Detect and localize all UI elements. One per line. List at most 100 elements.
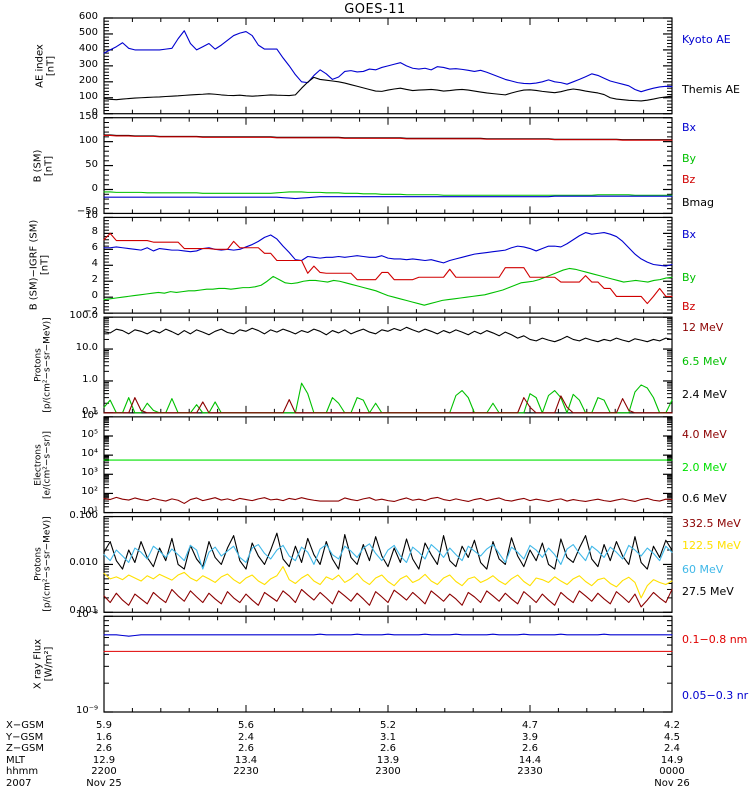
ytick-label-b-sm-3: 100 (78, 134, 98, 146)
ytick-label-protons-low-2: 10.0 (75, 342, 98, 354)
footer-value-1-0: 1.6 (96, 731, 112, 743)
series-ae-index-0 (103, 30, 673, 93)
footer-value-2-3: 2.6 (522, 743, 538, 754)
legend-electrons-2: 0.6 MeV (682, 492, 727, 506)
ytick-label-electrons-3: 10⁴ (81, 448, 98, 460)
ylabel-text-electrons: Electrons [e/(cm²−s−sr)] (33, 430, 53, 499)
footer-label-1: Y−GSM (6, 731, 44, 743)
footer-value-0-4: 4.2 (664, 720, 680, 731)
series-protons-high-2 (103, 566, 673, 599)
legend-protons-high-3: 27.5 MeV (682, 585, 734, 599)
ytick-label-electrons-2: 10³ (81, 467, 98, 479)
ytick-label-xray-flux-1: 10⁻⁸ (75, 609, 98, 621)
legend-protons-high-2: 60 MeV (682, 563, 724, 577)
series-b-sm-2 (103, 191, 673, 196)
series-protons-low-2 (103, 395, 673, 414)
ytick-label-b-sm-2: 50 (85, 158, 98, 170)
panel-protons-low (103, 316, 673, 414)
ytick-label-protons-high-0: 0.001 (69, 605, 98, 617)
series-b-sm-igrf-0 (103, 232, 673, 267)
series-ae-index-1 (103, 76, 673, 102)
ytick-label-protons-high-1: 0.010 (69, 557, 98, 569)
legend-protons-high-0: 332.5 MeV (682, 517, 741, 531)
footer-label-2: Z−GSM (6, 743, 44, 754)
footer-label-0: X−GSM (6, 720, 44, 731)
ytick-label-ae-index-5: 500 (78, 26, 98, 38)
footer-label-3: MLT (6, 754, 25, 766)
footer-label-5: 2007 (6, 777, 32, 789)
ylabel-text-b-sm: B (SM) [nT] (32, 149, 55, 182)
ylabel-text-xray-flux: X ray Flux [W/m²] (32, 639, 55, 690)
ytick-label-b-sm-igrf-5: 8 (91, 226, 98, 238)
panel-ae-index (103, 17, 673, 115)
footer-value-0-1: 5.6 (238, 720, 254, 731)
ytick-label-ae-index-6: 600 (78, 11, 98, 22)
footer-value-1-1: 2.4 (238, 731, 254, 743)
ytick-label-ae-index-2: 200 (78, 74, 98, 86)
footer-value-4-0: 2200 (91, 766, 117, 777)
legend-protons-high-1: 122.5 MeV (682, 539, 741, 553)
series-protons-high-3 (103, 588, 673, 608)
ytick-label-b-sm-igrf-6: 10 (85, 210, 98, 222)
legend-ae-index-0: Kyoto AE (682, 33, 731, 47)
series-protons-low-0 (103, 326, 673, 343)
ytick-label-b-sm-igrf-3: 4 (91, 258, 98, 270)
ytick-label-ae-index-3: 300 (78, 58, 98, 70)
ytick-label-b-sm-1: 0 (91, 182, 98, 194)
ytick-label-protons-low-0: 0.1 (82, 405, 98, 417)
ytick-label-electrons-1: 10² (81, 486, 98, 498)
footer-value-4-3: 2330 (517, 766, 543, 777)
legend-protons-low-0: 12 MeV (682, 320, 724, 334)
ytick-label-protons-low-1: 1.0 (82, 373, 98, 385)
ytick-label-electrons-0: 10¹ (81, 505, 98, 517)
footer-value-2-1: 2.6 (238, 743, 254, 754)
legend-b-sm-igrf-1: By (682, 270, 697, 284)
legend-electrons-1: 2.0 MeV (682, 460, 727, 474)
ytick-label-b-sm-igrf-2: 2 (91, 274, 98, 286)
footer-value-0-3: 4.7 (522, 720, 538, 731)
footer-value-0-2: 5.2 (380, 720, 396, 731)
footer-value-4-2: 2300 (375, 766, 401, 777)
series-b-sm-igrf-1 (103, 267, 673, 306)
series-protons-high-1 (103, 543, 673, 570)
panel-electrons (103, 416, 673, 514)
ytick-label-b-sm-0: −50 (76, 206, 98, 218)
legend-xray-flux-0: 0.1−0.8 nm (682, 633, 748, 647)
footer-value-2-2: 2.6 (380, 743, 396, 754)
ytick-label-xray-flux-0: 10⁻⁹ (75, 705, 98, 716)
panel-xray-flux (103, 615, 673, 713)
legend-b-sm-1: By (682, 151, 697, 165)
legend-b-sm-3: Bmag (682, 195, 714, 209)
ytick-label-b-sm-igrf-4: 6 (91, 242, 98, 254)
ytick-label-b-sm-igrf-1: 0 (91, 290, 98, 302)
ytick-label-electrons-4: 10⁵ (81, 429, 98, 440)
series-b-sm-1 (103, 134, 673, 141)
ylabel-text-b-sm-igrf: B (SM)−IGRF (SM) [nT] (28, 220, 51, 311)
series-b-sm-igrf-2 (103, 232, 673, 305)
ylabel-text-protons-high: Protons [p/(cm²−s−sr−MeV)] (33, 516, 53, 613)
ytick-label-ae-index-1: 100 (78, 90, 98, 102)
ytick-label-protons-low-3: 100.0 (69, 310, 98, 322)
footer-value-2-4: 2.4 (664, 743, 680, 754)
ylabel-text-ae-index: AE index [nT] (34, 43, 57, 88)
footer-value-1-4: 4.5 (664, 731, 680, 743)
ytick-label-ae-index-4: 400 (78, 42, 98, 54)
page-title: GOES-11 (344, 2, 406, 17)
footer-value-5-4: Nov 26 (654, 777, 690, 789)
ytick-label-protons-high-2: 0.100 (69, 509, 98, 521)
ylabel-text-protons-low: Protons [p/(cm²−s−sr−MeV)] (33, 317, 53, 413)
legend-b-sm-0: Bx (682, 121, 697, 135)
panel-b-sm-igrf (103, 216, 673, 314)
footer-label-4: hhmm (6, 766, 39, 777)
footer-value-2-0: 2.6 (96, 743, 112, 754)
ytick-label-b-sm-4: 150 (78, 110, 98, 122)
footer-value-4-1: 2230 (233, 766, 259, 777)
footer-value-3-3: 14.4 (518, 754, 542, 766)
legend-b-sm-2: Bz (682, 172, 696, 186)
panel-protons-high (103, 515, 673, 613)
footer-value-1-2: 3.1 (380, 731, 396, 743)
ytick-label-b-sm-igrf-0: −2 (83, 306, 98, 318)
series-xray-flux-0 (103, 633, 673, 637)
